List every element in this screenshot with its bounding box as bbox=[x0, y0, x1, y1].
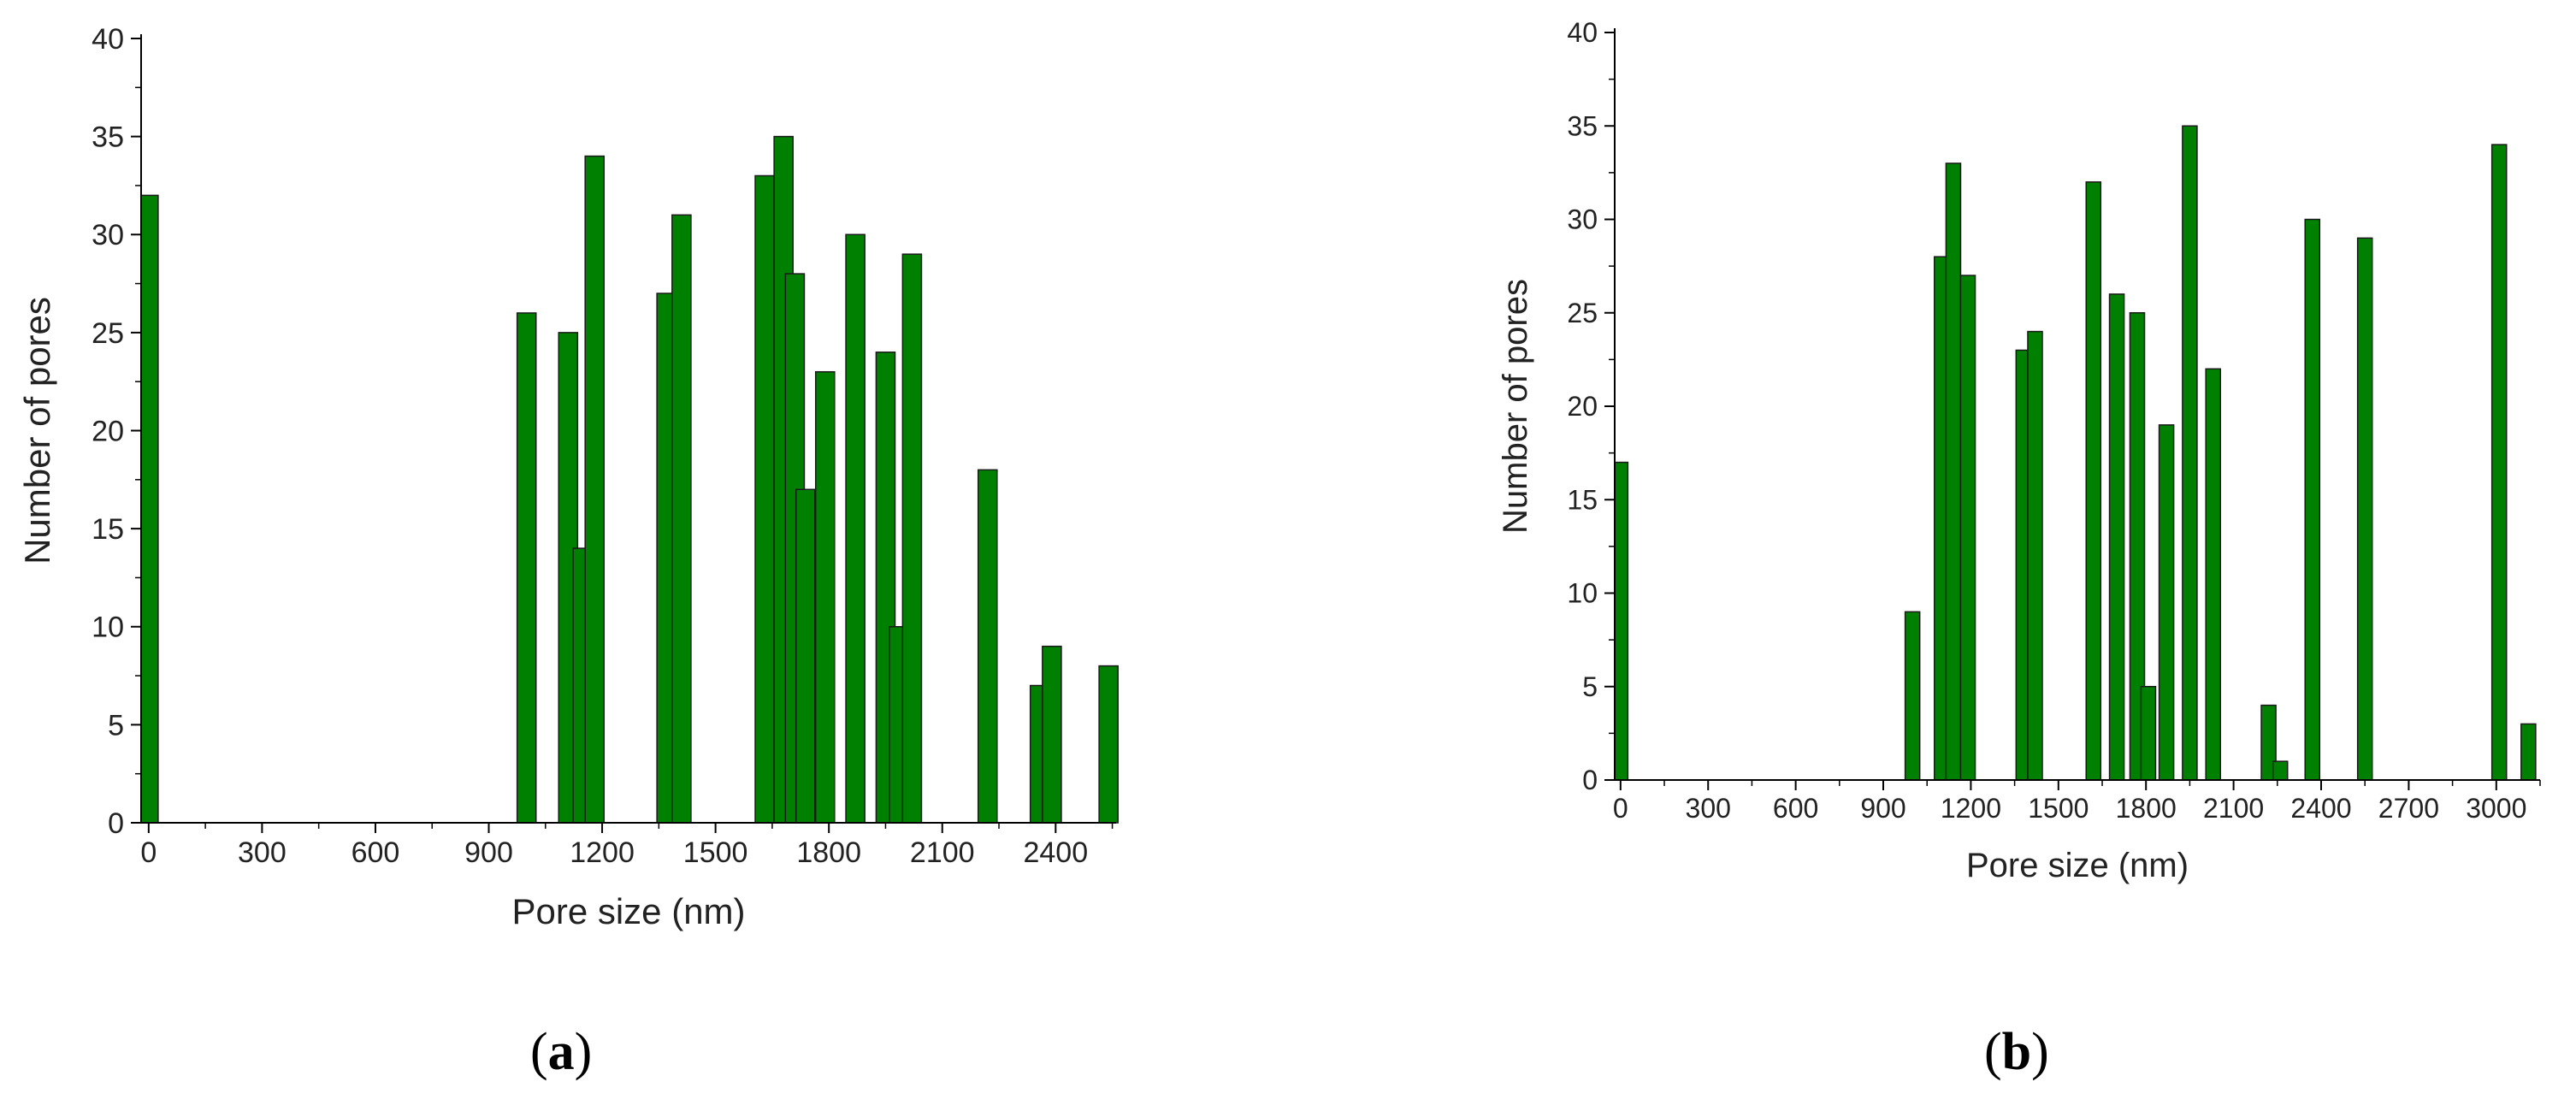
panel-label-a: (a) bbox=[530, 1022, 592, 1083]
bar bbox=[584, 155, 606, 824]
x-tick-label: 2400 bbox=[1023, 836, 1088, 869]
x-tick-label: 0 bbox=[140, 836, 157, 869]
y-tick-label: 30 bbox=[92, 219, 124, 251]
y-tick-label: 5 bbox=[108, 709, 124, 742]
panel-label-a-letter: a bbox=[547, 1023, 575, 1081]
panel-label-a-close: ) bbox=[574, 1023, 593, 1081]
x-tick-label: 900 bbox=[464, 836, 513, 869]
y-tick-label: 0 bbox=[1582, 765, 1598, 795]
bar bbox=[2490, 144, 2508, 781]
y-axis-label: Number of pores bbox=[17, 297, 57, 564]
bar bbox=[1614, 461, 1629, 781]
chart-a: 0 5 10 15 20 25 30 35 40 0 300 600 900 1200 1500 1800 21… bbox=[17, 23, 1119, 931]
bar bbox=[671, 214, 692, 824]
x-tick-label: 1800 bbox=[2116, 793, 2177, 824]
bar bbox=[1042, 645, 1062, 824]
x-axis-label: Pore size (nm) bbox=[1966, 847, 2189, 884]
bar bbox=[1098, 665, 1119, 824]
y-tick-label: 25 bbox=[1567, 298, 1598, 328]
y-tick-label: 0 bbox=[108, 807, 124, 840]
y-tick-label: 20 bbox=[92, 415, 124, 447]
x-tick-label: 1800 bbox=[796, 836, 861, 869]
bar bbox=[2182, 125, 2198, 781]
bar bbox=[2356, 237, 2373, 781]
x-tick-label: 1500 bbox=[683, 836, 748, 869]
bar bbox=[2205, 368, 2221, 781]
bar bbox=[140, 194, 159, 824]
y-tick-label: 10 bbox=[92, 612, 124, 644]
bar bbox=[795, 488, 816, 824]
y-tick-label: 10 bbox=[1567, 578, 1598, 609]
bar bbox=[2304, 218, 2321, 781]
chart-b: 0 5 10 15 20 25 30 35 40 0 300 600 900 1200 1500 1800 21… bbox=[1497, 17, 2541, 884]
y-tick-label: 40 bbox=[1567, 17, 1598, 48]
y-tick-label: 35 bbox=[92, 121, 124, 154]
y-tick-label: 35 bbox=[1567, 110, 1598, 141]
bar bbox=[2108, 293, 2125, 781]
bar bbox=[2272, 760, 2289, 781]
bar bbox=[2158, 424, 2175, 781]
panel-label-b: (b) bbox=[1984, 1022, 2049, 1083]
bar bbox=[2027, 330, 2043, 781]
y-tick-label: 20 bbox=[1567, 391, 1598, 422]
x-tick-label: 300 bbox=[238, 836, 287, 869]
x-tick-label: 3000 bbox=[2466, 793, 2526, 824]
panel-label-b-close: ) bbox=[2031, 1023, 2049, 1081]
y-tick-label: 15 bbox=[1567, 484, 1598, 515]
x-tick-label: 1500 bbox=[2028, 793, 2089, 824]
x-tick-label: 900 bbox=[1860, 793, 1905, 824]
bar bbox=[754, 174, 775, 824]
x-tick-label: 600 bbox=[352, 836, 400, 869]
y-tick-label: 25 bbox=[92, 317, 124, 350]
y-axis-label: Number of pores bbox=[1497, 279, 1534, 534]
x-tick-label: 600 bbox=[1773, 793, 1818, 824]
bar bbox=[2520, 723, 2537, 781]
panel-label-b-letter: b bbox=[2001, 1023, 2032, 1081]
panel-label-b-open: ( bbox=[1984, 1023, 2002, 1081]
panel-label-a-open: ( bbox=[530, 1023, 548, 1081]
bar bbox=[516, 312, 537, 824]
x-tick-label: 2400 bbox=[2290, 793, 2351, 824]
y-tick-label: 40 bbox=[92, 23, 124, 56]
x-tick-label: 1200 bbox=[570, 836, 635, 869]
x-tick-label: 1200 bbox=[1941, 793, 2001, 824]
bar bbox=[845, 233, 866, 824]
bar bbox=[2140, 686, 2157, 781]
x-tick-label: 2100 bbox=[910, 836, 975, 869]
x-tick-label: 2100 bbox=[2203, 793, 2264, 824]
bar bbox=[2085, 181, 2102, 781]
bar bbox=[1904, 611, 1921, 781]
x-tick-label: 2700 bbox=[2378, 793, 2439, 824]
bar bbox=[1959, 275, 1976, 781]
bar bbox=[901, 253, 923, 824]
y-tick-label: 30 bbox=[1567, 204, 1598, 235]
y-tick-label: 15 bbox=[92, 513, 124, 546]
x-axis-label: Pore size (nm) bbox=[511, 891, 745, 931]
y-tick-label: 5 bbox=[1582, 671, 1598, 702]
bar bbox=[977, 469, 998, 824]
bar bbox=[814, 370, 836, 824]
bar bbox=[1945, 163, 1962, 781]
x-tick-label: 300 bbox=[1686, 793, 1731, 824]
x-tick-label: 0 bbox=[1613, 793, 1628, 824]
